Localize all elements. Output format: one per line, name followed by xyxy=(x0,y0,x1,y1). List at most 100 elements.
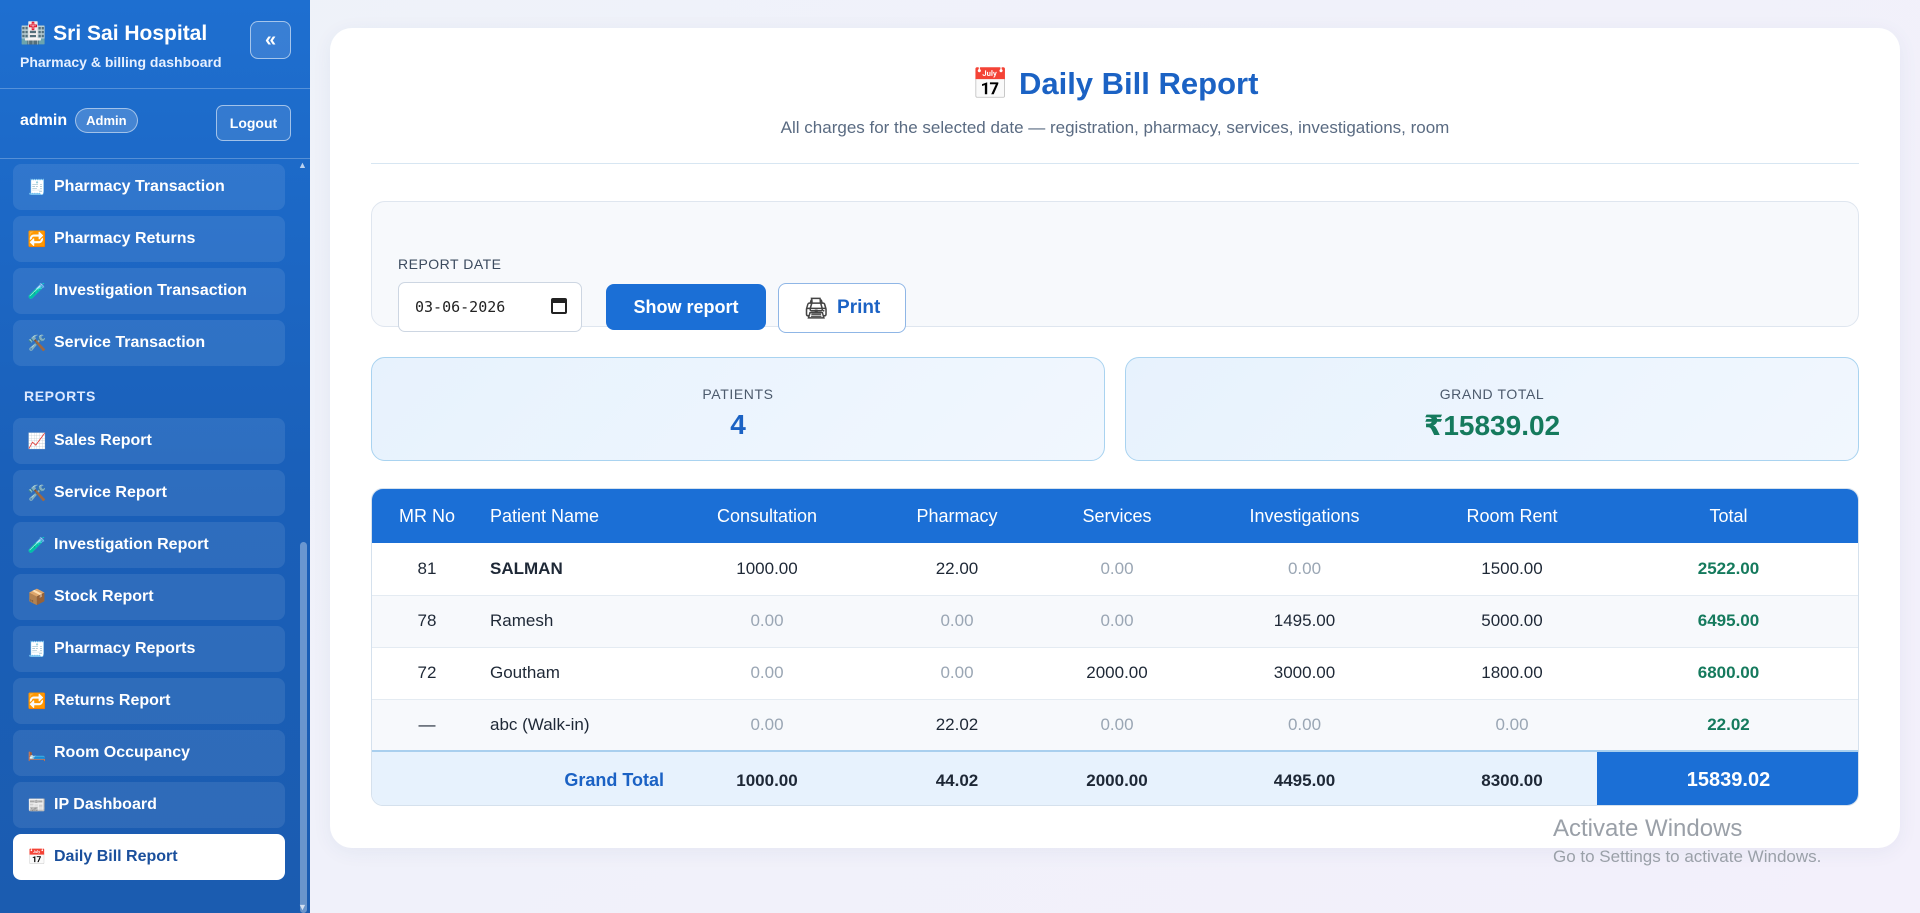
cell-investigations: 0.00 xyxy=(1287,714,1322,734)
sidebar-item-pharmacy-returns[interactable]: 🔁 Pharmacy Returns xyxy=(13,216,285,262)
report-date-input[interactable]: 03-06-2026 xyxy=(398,282,582,332)
cell-patient-name: Ramesh xyxy=(490,611,554,630)
sidebar-item-room-occupancy[interactable]: 🛏️ Room Occupancy xyxy=(13,730,285,776)
col-header-investigations[interactable]: Investigations xyxy=(1249,505,1360,526)
sidebar-item-pharmacy-transaction[interactable]: 🧾 Pharmacy Transaction xyxy=(13,164,285,210)
sidebar-item-label: Pharmacy Transaction xyxy=(54,178,225,195)
cell-consultation: 0.00 xyxy=(750,714,784,734)
user-info: admin Admin xyxy=(20,108,138,133)
sidebar: 🏥 Sri Sai Hospital Pharmacy & billing da… xyxy=(0,0,310,913)
col-header-total[interactable]: Total xyxy=(1709,505,1748,526)
calendar-picker-icon[interactable] xyxy=(551,298,567,314)
filter-panel: REPORT DATE 03-06-2026 Show report 🖨 Pri… xyxy=(371,201,1859,333)
scroll-down-arrow-icon[interactable]: ▼ xyxy=(298,902,307,912)
cell-mr-no: 81 xyxy=(417,558,437,578)
sidebar-nav: 🧾 Pharmacy Transaction 🔁 Pharmacy Return… xyxy=(13,164,285,886)
reports-section-label: REPORTS xyxy=(24,388,96,404)
cell-room-rent: 1800.00 xyxy=(1481,663,1543,682)
cell-investigations: 0.00 xyxy=(1287,558,1322,578)
cell-room-rent: 0.00 xyxy=(1495,714,1529,734)
col-header-room-rent[interactable]: Room Rent xyxy=(1466,505,1558,526)
newspaper-icon: 📰 xyxy=(27,797,47,814)
sidebar-item-pharmacy-reports[interactable]: 🧾 Pharmacy Reports xyxy=(13,626,285,672)
repeat-icon: 🔁 xyxy=(27,693,47,710)
col-header-services[interactable]: Services xyxy=(1082,505,1152,526)
table-row[interactable]: — abc (Walk-in) 0.00 22.02 0.00 0.00 0.0… xyxy=(372,699,1858,751)
bill-table-container: MR No Patient Name Consultation Pharmacy… xyxy=(371,488,1859,806)
patients-label: PATIENTS xyxy=(702,386,774,402)
total-room-rent: 8300.00 xyxy=(1481,770,1543,790)
cell-total: 22.02 xyxy=(1707,714,1750,734)
cell-investigations: 1495.00 xyxy=(1273,611,1336,630)
receipt-icon: 🧾 xyxy=(27,179,47,196)
brand-subtitle: Pharmacy & billing dashboard xyxy=(20,54,222,70)
cell-pharmacy: 0.00 xyxy=(940,663,974,682)
cell-patient-name: Goutham xyxy=(490,663,560,682)
total-pharmacy: 44.02 xyxy=(935,770,979,790)
sidebar-item-label: IP Dashboard xyxy=(54,796,157,813)
grand-total-label: GRAND TOTAL xyxy=(1439,386,1545,402)
table-row[interactable]: 78 Ramesh 0.00 0.00 0.00 1495.00 5000.00… xyxy=(372,595,1858,647)
col-header-consultation[interactable]: Consultation xyxy=(716,505,818,526)
brand: 🏥 Sri Sai Hospital Pharmacy & billing da… xyxy=(20,22,222,70)
cell-patient-name: abc (Walk-in) xyxy=(490,714,590,734)
table-header-row: MR No Patient Name Consultation Pharmacy… xyxy=(372,489,1858,543)
sidebar-item-label: Room Occupancy xyxy=(54,744,191,761)
show-report-button[interactable]: Show report xyxy=(606,284,766,330)
watermark-title: Activate Windows xyxy=(1553,815,1743,842)
sidebar-item-investigation-report[interactable]: 🧪 Investigation Report xyxy=(13,522,285,568)
col-header-pharmacy[interactable]: Pharmacy xyxy=(916,505,998,526)
col-header-mr-no[interactable]: MR No xyxy=(398,505,455,526)
repeat-icon: 🔁 xyxy=(27,231,47,248)
cell-mr-no: 78 xyxy=(417,611,437,630)
col-header-patient-name[interactable]: Patient Name xyxy=(490,505,600,526)
collapse-sidebar-button[interactable]: « xyxy=(250,21,291,59)
sidebar-item-service-transaction[interactable]: 🛠️ Service Transaction xyxy=(13,320,285,366)
total-services: 2000.00 xyxy=(1086,770,1148,790)
sidebar-item-service-report[interactable]: 🛠️ Service Report xyxy=(13,470,285,516)
sidebar-item-ip-dashboard[interactable]: 📰 IP Dashboard xyxy=(13,782,285,828)
tools-icon: 🛠️ xyxy=(27,485,47,502)
divider xyxy=(371,163,1859,164)
tools-icon: 🛠️ xyxy=(27,335,47,352)
brand-name: Sri Sai Hospital xyxy=(53,22,208,45)
calendar-icon: 📅 xyxy=(27,849,47,866)
sidebar-item-daily-bill-report[interactable]: 📅 Daily Bill Report xyxy=(13,834,285,880)
bill-table: MR No Patient Name Consultation Pharmacy… xyxy=(372,489,1858,805)
cell-services: 0.00 xyxy=(1100,611,1134,630)
sidebar-item-sales-report[interactable]: 📈 Sales Report xyxy=(13,418,285,464)
sidebar-item-investigation-transaction[interactable]: 🧪 Investigation Transaction xyxy=(13,268,285,314)
cell-consultation: 0.00 xyxy=(750,611,784,630)
test-tube-icon: 🧪 xyxy=(27,283,47,300)
patients-stat-card: PATIENTS 4 xyxy=(371,357,1105,461)
sidebar-item-label: Pharmacy Reports xyxy=(54,640,196,657)
sidebar-item-returns-report[interactable]: 🔁 Returns Report xyxy=(13,678,285,724)
hospital-icon: 🏥 xyxy=(20,22,47,45)
cell-services: 2000.00 xyxy=(1086,663,1148,682)
scroll-up-arrow-icon[interactable]: ▲ xyxy=(298,160,307,170)
logout-button[interactable]: Logout xyxy=(216,105,291,141)
print-button[interactable]: 🖨 Print xyxy=(778,283,906,333)
receipt-icon: 🧾 xyxy=(27,641,47,658)
user-name: admin xyxy=(20,111,68,129)
total-investigations: 4495.00 xyxy=(1273,770,1336,790)
sidebar-item-label: Daily Bill Report xyxy=(54,848,178,865)
grand-total-value: ₹15839.02 xyxy=(1423,410,1561,441)
chart-up-icon: 📈 xyxy=(27,433,47,450)
date-value: 03-06-2026 xyxy=(415,298,506,316)
cell-total: 6800.00 xyxy=(1697,663,1760,682)
report-date-label: REPORT DATE xyxy=(398,256,502,272)
table-row[interactable]: 72 Goutham 0.00 0.00 2000.00 3000.00 180… xyxy=(372,647,1858,699)
page-title: Daily Bill Report xyxy=(1018,66,1259,101)
sidebar-item-stock-report[interactable]: 📦 Stock Report xyxy=(13,574,285,620)
cell-investigations: 3000.00 xyxy=(1273,663,1336,682)
cell-pharmacy: 22.00 xyxy=(935,558,979,578)
page-subtitle: All charges for the selected date — regi… xyxy=(780,118,1450,137)
sidebar-scrollbar-thumb[interactable] xyxy=(300,542,307,913)
report-card: 📅 Daily Bill Report All charges for the … xyxy=(330,28,1900,848)
cell-consultation: 0.00 xyxy=(750,663,784,682)
table-row[interactable]: 81 SALMAN 1000.00 22.00 0.00 0.00 1500.0… xyxy=(372,543,1858,595)
cell-pharmacy: 22.02 xyxy=(935,714,979,734)
cell-empty xyxy=(372,751,482,805)
sidebar-item-label: Sales Report xyxy=(54,432,152,449)
